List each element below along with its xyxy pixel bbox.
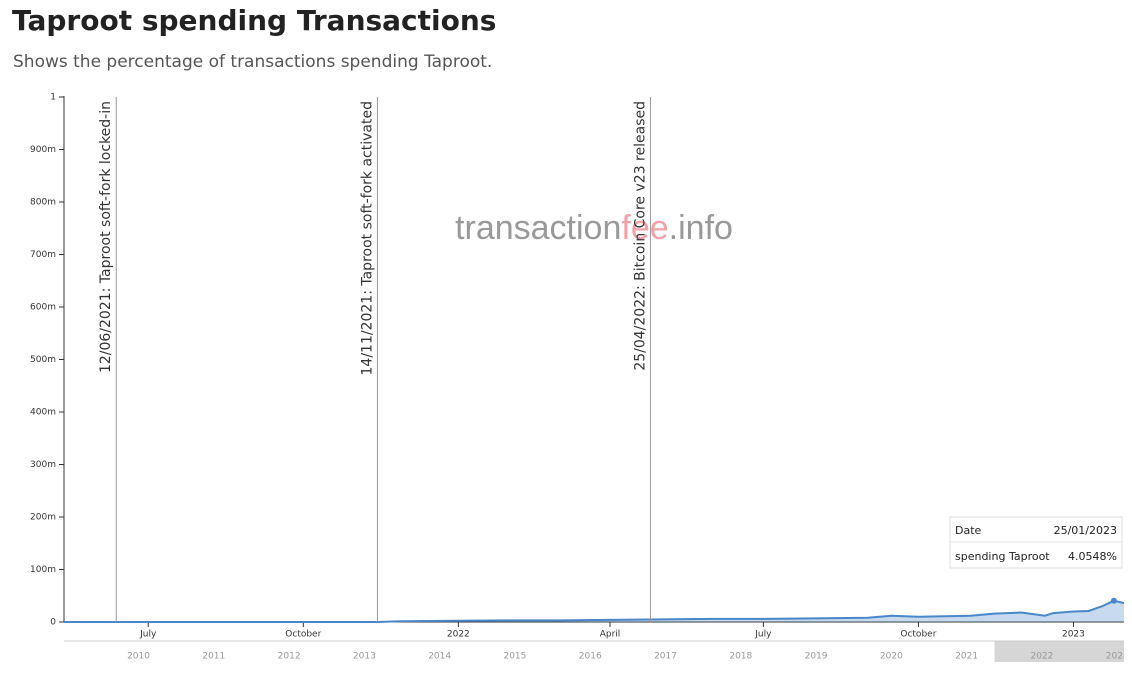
watermark: transactionfee.info [455,209,733,247]
tooltip-date: 25/01/2023 [1054,524,1117,537]
annotation-label: 14/11/2021: Taproot soft-fork activated [359,101,375,375]
x-tick-label: October [285,630,321,640]
navigator [64,640,1124,662]
y-tick-label: 0 [50,618,56,628]
y-tick-label: 200m [30,513,56,523]
navigator-tick-label: 2011 [202,652,225,662]
tooltip-series: spending Taproot [955,550,1050,563]
area [64,600,1124,622]
y-tick-label: 1 [50,93,56,103]
y-tick-label: 400m [30,408,56,418]
y-tick-label: 700m [30,250,56,260]
x-tick-label: July [139,630,157,640]
navigator-tick-label: 2016 [579,652,602,662]
navigator-tick-label: 2014 [428,652,451,662]
navigator-tick-label: 2023 [1106,652,1129,662]
chart-subtitle: Shows the percentage of transactions spe… [13,52,492,72]
x-tick-label: 2023 [1062,630,1085,640]
watermark-part: fee [621,209,668,247]
x-tick-label: July [754,630,772,640]
x-tick-label: October [900,630,936,640]
annotation-label: 12/06/2021: Taproot soft-fork locked-in [98,101,114,373]
tooltip-header: Date [955,524,982,537]
y-tick-label: 800m [30,198,56,208]
y-tick-label: 900m [30,145,56,155]
navigator-tick-label: 2022 [1030,652,1053,662]
navigator-tick-label: 2017 [654,652,677,662]
navigator-tick-label: 2010 [127,652,150,662]
y-tick-label: 500m [30,355,56,365]
y-tick-label: 600m [30,303,56,313]
navigator-tick-label: 2018 [729,652,752,662]
navigator-tick-label: 2019 [805,652,828,662]
tooltip-marker [1110,597,1117,604]
navigator-ticks: 2010 2011 2012 2013 2014 2015 2016 2017 2018 2019… [127,641,1129,662]
tooltip-value: 4.0548% [1068,550,1117,563]
navigator-tick-label: 2013 [353,652,376,662]
chart-title: Taproot spending Transactions [12,4,496,37]
navigator-tick-label: 2015 [503,652,526,662]
navigator-tick-label: 2012 [278,652,301,662]
navigator-tick-label: 2020 [880,652,903,662]
y-tick-label: 100m [30,565,56,575]
watermark-part: transaction [455,209,621,247]
navigator-tick-label: 2021 [955,652,978,662]
navigator-selection [994,641,1124,662]
annotation-label: 25/04/2022: Bitcoin Core v23 released [632,101,648,371]
line [64,599,1125,623]
x-tick-label: 2022 [447,630,470,640]
watermark-part: .info [669,209,733,247]
y-tick-label: 300m [30,460,56,470]
x-tick-label: April [600,630,621,640]
